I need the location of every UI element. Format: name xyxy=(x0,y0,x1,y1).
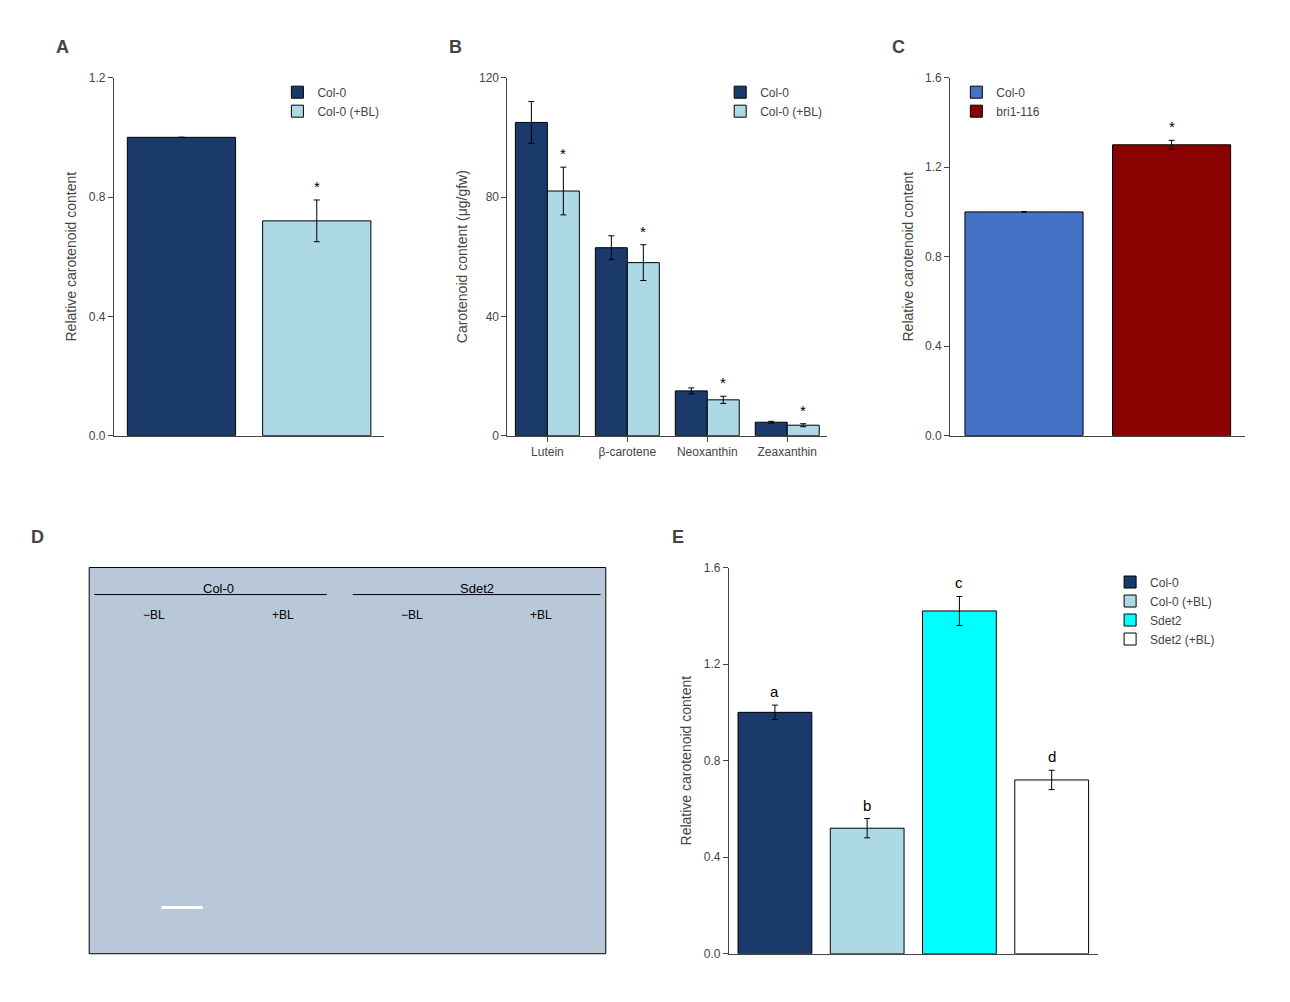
svg-text:0.0: 0.0 xyxy=(704,947,721,961)
svg-text:Col-0 (+BL): Col-0 (+BL) xyxy=(1150,595,1212,609)
svg-text:A: A xyxy=(56,37,69,57)
svg-text:Sdet2: Sdet2 xyxy=(460,581,494,596)
svg-text:Zeaxanthin: Zeaxanthin xyxy=(758,445,817,459)
svg-text:0.4: 0.4 xyxy=(925,339,942,353)
svg-text:E: E xyxy=(672,527,684,547)
svg-text:40: 40 xyxy=(486,310,500,324)
svg-text:0.0: 0.0 xyxy=(89,429,106,443)
svg-text:a: a xyxy=(770,683,779,700)
svg-text:Col-0: Col-0 xyxy=(1150,576,1179,590)
svg-text:β-carotene: β-carotene xyxy=(599,445,657,459)
svg-text:1.2: 1.2 xyxy=(925,160,942,174)
svg-text:Lutein: Lutein xyxy=(531,445,564,459)
svg-text:bri1-116: bri1-116 xyxy=(996,105,1039,119)
svg-text:d: d xyxy=(1048,748,1056,765)
svg-text:−BL: −BL xyxy=(401,608,423,622)
svg-text:+BL: +BL xyxy=(530,608,552,622)
svg-text:0.0: 0.0 xyxy=(925,429,942,443)
svg-text:Carotenoid content (μg/gfw): Carotenoid content (μg/gfw) xyxy=(454,170,470,343)
svg-text:0.8: 0.8 xyxy=(704,754,721,768)
svg-text:Col-0 (+BL): Col-0 (+BL) xyxy=(317,105,379,119)
svg-text:Relative carotenoid content: Relative carotenoid content xyxy=(900,172,916,342)
svg-text:Col-0: Col-0 xyxy=(996,86,1025,100)
svg-text:Neoxanthin: Neoxanthin xyxy=(677,445,738,459)
svg-text:120: 120 xyxy=(479,71,499,85)
svg-text:0.4: 0.4 xyxy=(89,310,106,324)
svg-text:*: * xyxy=(1169,118,1175,135)
svg-text:Col-0: Col-0 xyxy=(203,581,234,596)
svg-text:Col-0: Col-0 xyxy=(760,86,789,100)
svg-text:*: * xyxy=(720,374,726,391)
svg-text:b: b xyxy=(863,797,871,814)
svg-text:0.8: 0.8 xyxy=(925,250,942,264)
svg-text:Col-0: Col-0 xyxy=(317,86,346,100)
svg-text:Relative carotenoid content: Relative carotenoid content xyxy=(63,172,79,342)
svg-text:Sdet2 (+BL): Sdet2 (+BL) xyxy=(1150,633,1214,647)
svg-text:c: c xyxy=(955,574,963,591)
svg-text:1.2: 1.2 xyxy=(704,657,721,671)
svg-text:0: 0 xyxy=(492,429,499,443)
svg-text:*: * xyxy=(800,402,806,419)
svg-text:1.6: 1.6 xyxy=(704,561,721,575)
svg-text:C: C xyxy=(892,37,905,57)
svg-text:Sdet2: Sdet2 xyxy=(1150,614,1182,628)
svg-text:80: 80 xyxy=(486,190,500,204)
svg-text:Relative carotenoid content: Relative carotenoid content xyxy=(678,676,694,846)
svg-text:1.6: 1.6 xyxy=(925,71,942,85)
svg-text:*: * xyxy=(314,178,320,195)
svg-text:B: B xyxy=(449,37,462,57)
svg-text:0.4: 0.4 xyxy=(704,850,721,864)
svg-text:D: D xyxy=(31,527,44,547)
svg-text:Col-0 (+BL): Col-0 (+BL) xyxy=(760,105,822,119)
svg-text:+BL: +BL xyxy=(272,608,294,622)
svg-text:1.2: 1.2 xyxy=(89,71,106,85)
svg-text:0.8: 0.8 xyxy=(89,190,106,204)
svg-text:*: * xyxy=(560,145,566,162)
svg-text:*: * xyxy=(640,223,646,240)
svg-text:−BL: −BL xyxy=(143,608,165,622)
